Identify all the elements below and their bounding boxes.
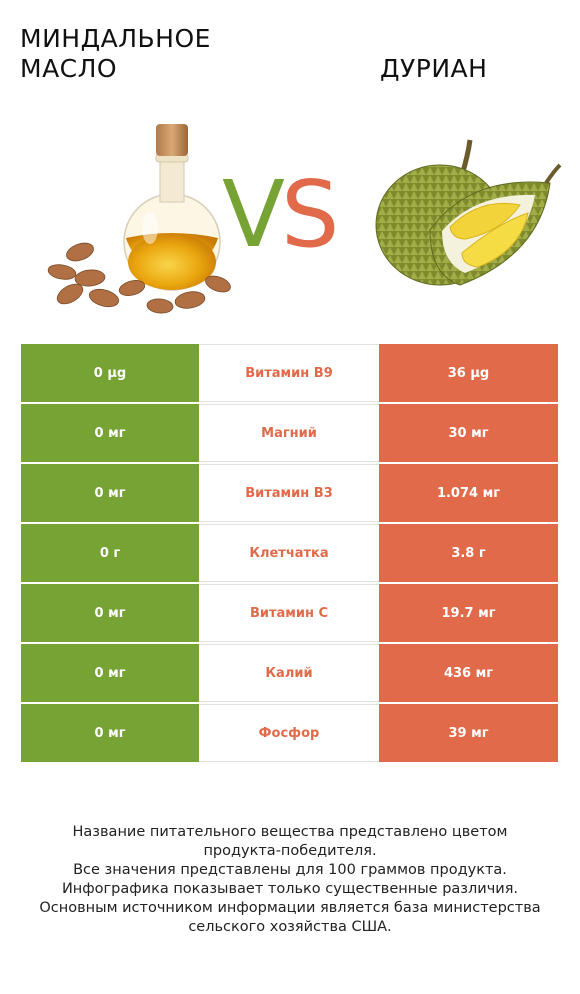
nutrient-name: Фосфор <box>199 704 379 762</box>
footnote-line: Название питательного вещества представл… <box>72 824 508 840</box>
nutrient-name: Калий <box>199 644 379 702</box>
right-value: 39 мг <box>379 704 558 762</box>
nutrient-name: Витамин C <box>199 584 379 642</box>
right-product-title: ДУРИАН <box>380 54 488 83</box>
table-row: 0 мг Витамин B3 1.074 мг <box>21 464 558 522</box>
table-row: 0 мг Магний 30 мг <box>21 404 558 462</box>
left-title-line1: МИНДАЛЬНОЕ <box>20 24 211 53</box>
left-value: 0 мг <box>21 464 199 522</box>
comparison-table: 0 µg Витамин B9 36 µg 0 мг Магний 30 мг … <box>21 344 558 764</box>
nutrient-name: Клетчатка <box>199 524 379 582</box>
right-value: 36 µg <box>379 344 558 402</box>
vs-v-letter: V <box>222 161 285 268</box>
footnote-line: Основным источником информации является … <box>39 900 541 916</box>
left-value: 0 г <box>21 524 199 582</box>
table-row: 0 г Клетчатка 3.8 г <box>21 524 558 582</box>
footnote-line: Инфографика показывает только существенн… <box>61 881 519 897</box>
nutrient-name: Витамин B9 <box>199 344 379 402</box>
table-row: 0 мг Витамин C 19.7 мг <box>21 584 558 642</box>
left-value: 0 мг <box>21 644 199 702</box>
table-row: 0 мг Калий 436 мг <box>21 644 558 702</box>
nutrient-name: Магний <box>199 404 379 462</box>
footnote-line: сельского хозяйства США. <box>188 919 392 935</box>
footnote: Название питательного вещества представл… <box>20 823 560 937</box>
table-row: 0 µg Витамин B9 36 µg <box>21 344 558 402</box>
table-row: 0 мг Фосфор 39 мг <box>21 704 558 762</box>
left-value: 0 мг <box>21 584 199 642</box>
right-value: 436 мг <box>379 644 558 702</box>
right-value: 30 мг <box>379 404 558 462</box>
right-value: 3.8 г <box>379 524 558 582</box>
right-value: 1.074 мг <box>379 464 558 522</box>
left-value: 0 мг <box>21 704 199 762</box>
durian-image <box>375 139 562 286</box>
left-title-line2: МАСЛО <box>20 54 118 83</box>
footnote-line: Все значения представлены для 100 граммо… <box>73 862 507 878</box>
vs-s-letter: S <box>280 161 339 268</box>
left-product-title: МИНДАЛЬНОЕ МАСЛО <box>20 24 260 84</box>
left-value: 0 µg <box>21 344 199 402</box>
left-value: 0 мг <box>21 404 199 462</box>
vs-label: VS <box>222 160 339 270</box>
nutrient-name: Витамин B3 <box>199 464 379 522</box>
footnote-line: продукта-победителя. <box>203 843 377 859</box>
almond-oil-image <box>47 124 231 314</box>
right-value: 19.7 мг <box>379 584 558 642</box>
